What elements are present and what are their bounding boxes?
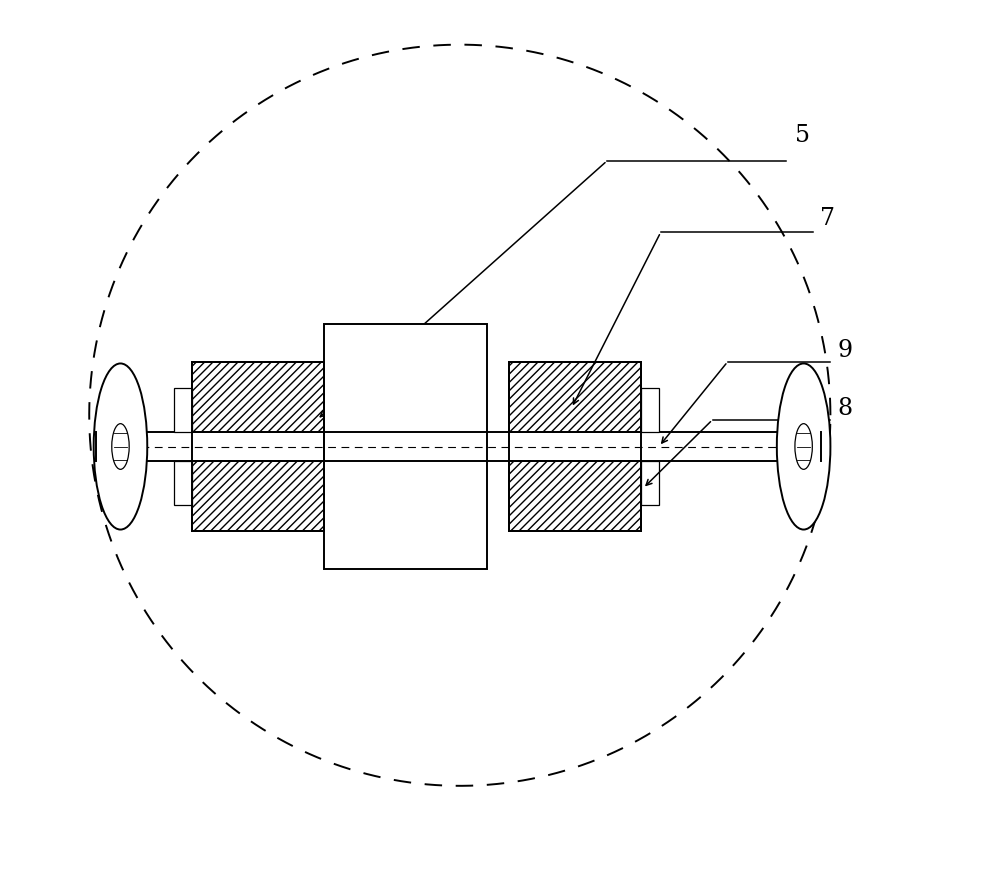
Ellipse shape	[112, 423, 129, 470]
Text: 8: 8	[838, 397, 853, 421]
Polygon shape	[192, 362, 324, 432]
Ellipse shape	[94, 363, 147, 530]
Polygon shape	[641, 461, 659, 505]
Ellipse shape	[777, 363, 830, 530]
Polygon shape	[174, 388, 192, 432]
Polygon shape	[324, 324, 487, 569]
Text: 9: 9	[838, 339, 853, 363]
Text: 5: 5	[795, 124, 810, 147]
Ellipse shape	[795, 423, 812, 470]
Polygon shape	[174, 461, 192, 505]
Polygon shape	[96, 432, 821, 461]
Polygon shape	[509, 461, 641, 531]
Polygon shape	[192, 461, 324, 531]
Polygon shape	[509, 362, 641, 432]
Text: 7: 7	[820, 207, 835, 230]
Polygon shape	[641, 388, 659, 432]
